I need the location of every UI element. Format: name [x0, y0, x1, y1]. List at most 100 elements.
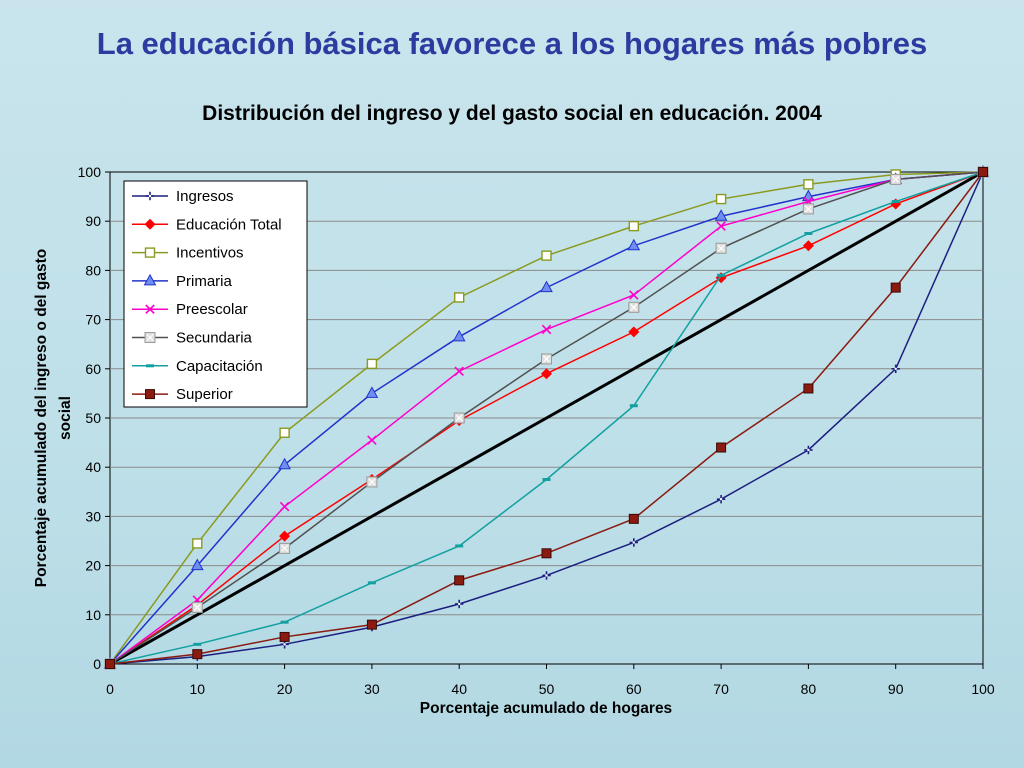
x-tick-label: 40 [451, 681, 467, 697]
data-point [278, 457, 291, 470]
data-point [279, 542, 291, 554]
y-axis-label-line-2: social [57, 396, 74, 440]
point-marker [367, 581, 376, 585]
point-marker [541, 368, 552, 380]
legend-entry: Secundaria [132, 330, 253, 347]
point-marker [543, 355, 550, 363]
data-point [279, 427, 290, 438]
x-tick-label: 10 [190, 681, 206, 697]
data-point [455, 599, 464, 609]
data-point [628, 326, 640, 338]
axes: 0 10 20 30 40 50 60 70 80 90 100 0 10 20 30 40 50 60 70 80 9… [78, 164, 995, 697]
legend-entry: Superior [132, 386, 233, 403]
y-tick-label: 80 [85, 262, 101, 278]
point-marker [192, 538, 203, 549]
data-point [803, 179, 814, 190]
x-tick-label: 30 [364, 681, 380, 697]
point-marker [144, 247, 156, 258]
point-marker [458, 602, 461, 606]
point-marker [279, 530, 291, 542]
legend-entry: Primaria [132, 273, 232, 290]
point-marker [629, 404, 638, 408]
point-marker [802, 240, 814, 252]
y-tick-label: 20 [85, 558, 101, 574]
point-marker [143, 273, 157, 286]
data-point [279, 631, 290, 642]
data-point [279, 530, 291, 542]
data-point [802, 240, 814, 252]
point-marker [279, 631, 290, 642]
data-point [542, 571, 551, 580]
data-point [891, 364, 900, 373]
legend-label: Incentivos [176, 245, 244, 262]
point-marker [803, 179, 814, 190]
point-marker [541, 324, 552, 335]
x-tick-label: 80 [801, 681, 817, 697]
point-marker [716, 442, 727, 453]
legend-entry: Preescolar [132, 301, 248, 318]
data-point [190, 558, 204, 571]
legend-label: Superior [176, 386, 233, 403]
point-marker [629, 290, 639, 300]
data-point [105, 659, 115, 669]
legend-label: Ingresos [176, 188, 234, 205]
series-group [103, 164, 990, 670]
data-point [891, 200, 900, 204]
data-point [455, 544, 464, 548]
data-point [453, 412, 465, 424]
x-axis-label: Porcentaje acumulado de hogares [420, 700, 672, 717]
data-point [366, 358, 378, 370]
data-point [366, 619, 377, 630]
point-marker [714, 209, 728, 221]
x-tick-label: 0 [106, 681, 114, 697]
point-marker [717, 273, 726, 277]
point-marker [366, 358, 378, 370]
data-point [629, 290, 639, 300]
point-marker [144, 218, 156, 230]
point-marker [632, 541, 635, 544]
data-point [716, 494, 726, 504]
point-marker [807, 448, 810, 452]
data-point [978, 167, 988, 177]
point-marker [540, 280, 553, 293]
point-marker [105, 659, 115, 669]
point-marker [454, 292, 465, 303]
data-point [541, 324, 552, 335]
point-marker [628, 326, 640, 338]
point-marker [719, 497, 723, 501]
data-point [542, 478, 551, 481]
data-point [541, 353, 552, 365]
legend-entry: Ingresos [132, 188, 234, 205]
y-axis-label-line-1: Porcentaje acumulado del ingreso o del g… [33, 249, 50, 588]
point-marker [455, 544, 464, 548]
data-point [629, 538, 638, 547]
legend-box [123, 180, 308, 408]
point-marker [190, 558, 204, 571]
legend: Ingresos Educación Total Incentivos Primari… [123, 180, 308, 408]
point-marker [803, 383, 814, 394]
data-point [280, 620, 289, 624]
point-marker [627, 238, 641, 251]
legend-entry: Educación Total [132, 216, 282, 233]
point-marker [367, 435, 377, 445]
data-point [366, 476, 378, 488]
y-tick-label: 60 [85, 361, 101, 377]
point-marker [365, 386, 379, 398]
point-marker [283, 643, 286, 646]
data-point [279, 501, 290, 512]
data-point [454, 575, 465, 586]
point-marker [454, 366, 464, 377]
point-marker [542, 478, 551, 481]
point-marker [804, 205, 812, 213]
data-point [192, 649, 203, 660]
point-marker [541, 250, 552, 261]
y-tick-label: 40 [85, 459, 101, 475]
data-point [804, 232, 813, 235]
point-marker [145, 389, 155, 400]
point-marker [193, 603, 201, 611]
data-point [628, 301, 640, 313]
point-marker [630, 303, 638, 311]
x-tick-label: 70 [713, 681, 729, 697]
data-point [802, 203, 814, 215]
